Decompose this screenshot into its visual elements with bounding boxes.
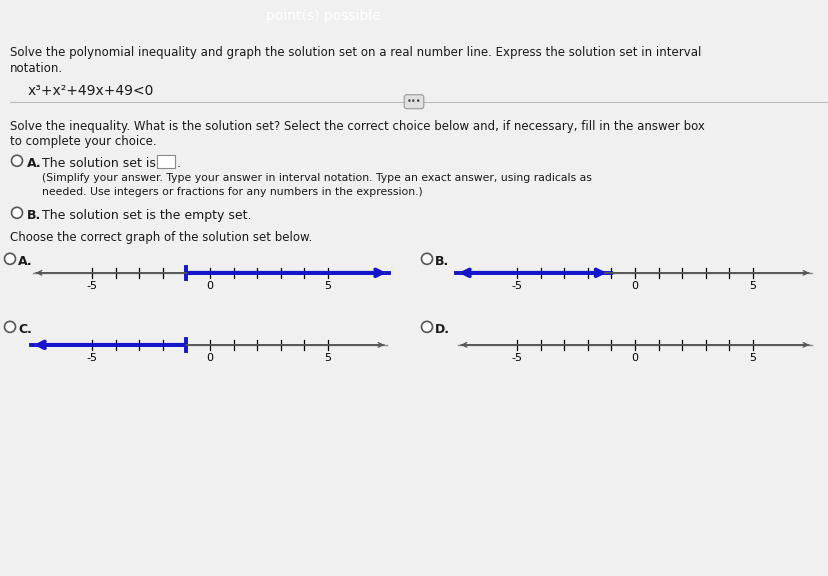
FancyBboxPatch shape [156,155,175,168]
Text: A.: A. [27,157,41,170]
Text: B.: B. [435,255,449,268]
Text: C.: C. [18,323,31,336]
Text: -5: -5 [511,281,522,291]
Text: -5: -5 [511,353,522,363]
Circle shape [421,253,432,264]
Circle shape [421,321,432,332]
Circle shape [4,321,16,332]
Text: notation.: notation. [10,62,63,75]
Text: needed. Use integers or fractions for any numbers in the expression.): needed. Use integers or fractions for an… [42,187,422,197]
Text: -5: -5 [87,353,98,363]
Text: The solution set is: The solution set is [42,157,156,170]
Text: 0: 0 [631,281,638,291]
Text: 5: 5 [749,353,755,363]
Text: D.: D. [435,323,450,336]
Text: point(s) possible: point(s) possible [266,9,380,23]
Text: 5: 5 [324,353,331,363]
Text: 5: 5 [324,281,331,291]
Text: to complete your choice.: to complete your choice. [10,135,156,147]
Text: -5: -5 [87,281,98,291]
Text: 0: 0 [206,353,214,363]
Text: The solution set is the empty set.: The solution set is the empty set. [42,209,251,222]
Text: .: . [177,157,181,170]
Text: Solve the polynomial inequality and graph the solution set on a real number line: Solve the polynomial inequality and grap… [10,46,700,59]
Text: 0: 0 [206,281,214,291]
Circle shape [12,156,22,166]
Text: 0: 0 [631,353,638,363]
Text: •••: ••• [407,97,421,106]
Text: A.: A. [18,255,32,268]
Text: Choose the correct graph of the solution set below.: Choose the correct graph of the solution… [10,231,312,244]
Text: B.: B. [27,209,41,222]
Text: Solve the inequality. What is the solution set? Select the correct choice below : Solve the inequality. What is the soluti… [10,120,704,132]
Circle shape [12,207,22,218]
Text: 5: 5 [749,281,755,291]
Circle shape [4,253,16,264]
Text: (Simplify your answer. Type your answer in interval notation. Type an exact answ: (Simplify your answer. Type your answer … [42,173,591,183]
Text: x³+x²+49x+49<0: x³+x²+49x+49<0 [28,84,154,98]
